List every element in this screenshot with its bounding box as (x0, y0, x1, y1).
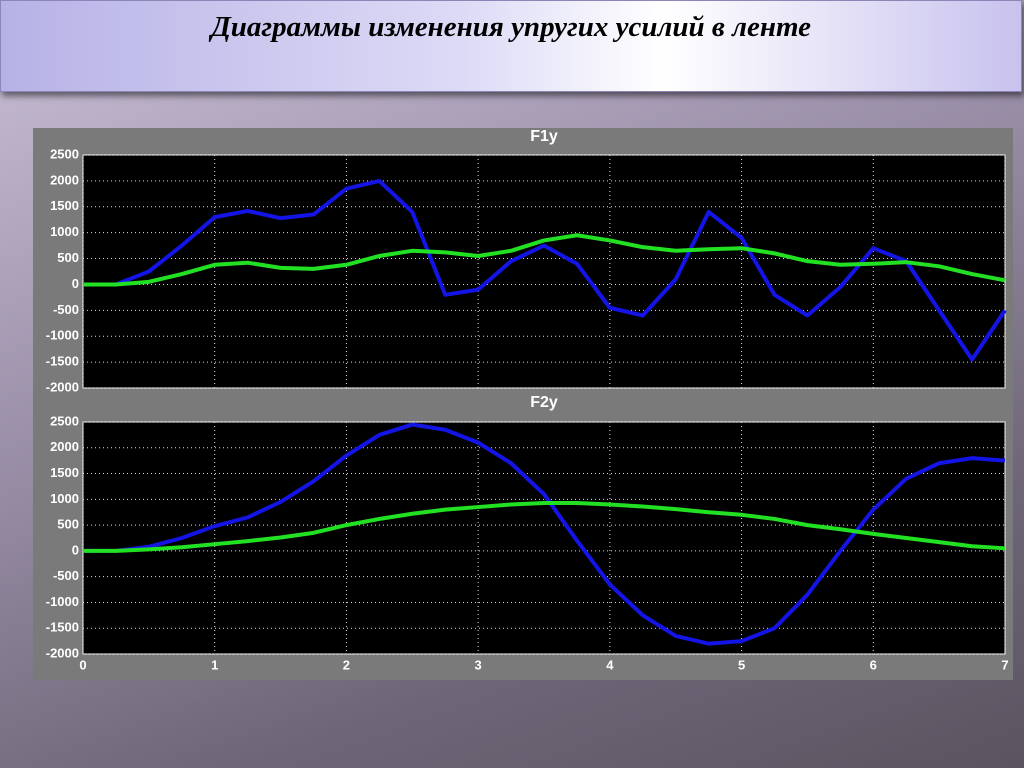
y-tick-label: 500 (57, 250, 79, 265)
y-tick-label: 1500 (50, 198, 79, 213)
slide-title: Диаграммы изменения упругих усилий в лен… (210, 11, 812, 43)
y-tick-label: 2000 (50, 439, 79, 454)
y-tick-label: 1000 (50, 224, 79, 239)
y-tick-label: -2000 (46, 379, 79, 394)
x-tick-label: 7 (1001, 657, 1008, 672)
y-tick-label: 0 (72, 542, 79, 557)
y-tick-label: 1000 (50, 491, 79, 506)
chart-title: F2y (530, 394, 558, 411)
x-tick-label: 2 (343, 657, 350, 672)
y-tick-label: -500 (53, 568, 79, 583)
y-tick-label: -1000 (46, 594, 79, 609)
y-tick-label: -1500 (46, 354, 79, 369)
plot-area (82, 421, 1006, 655)
x-tick-label: 6 (870, 657, 877, 672)
x-tick-label: 5 (738, 657, 745, 672)
y-tick-label: -2000 (46, 645, 79, 660)
chart-title: F1y (530, 128, 558, 145)
y-tick-label: 1500 (50, 465, 79, 480)
x-tick-label: 4 (606, 657, 614, 672)
x-tick-label: 0 (79, 657, 86, 672)
y-tick-label: 2500 (50, 146, 79, 161)
data-line (83, 500, 1006, 553)
data-line (83, 178, 1007, 362)
data-line (83, 233, 1006, 287)
plot-area (82, 154, 1006, 389)
y-tick-label: -1500 (46, 620, 79, 635)
x-tick-label: 1 (211, 657, 218, 672)
y-tick-label: -500 (53, 302, 79, 317)
y-tick-label: -1000 (46, 328, 79, 343)
y-tick-label: 2500 (50, 413, 79, 428)
x-tick-label: 3 (475, 657, 482, 672)
y-tick-label: 500 (57, 517, 79, 532)
data-line (83, 422, 1006, 646)
y-tick-label: 2000 (50, 172, 79, 187)
title-banner: Диаграммы изменения упругих усилий в лен… (0, 0, 1022, 92)
y-tick-label: 0 (72, 276, 79, 291)
